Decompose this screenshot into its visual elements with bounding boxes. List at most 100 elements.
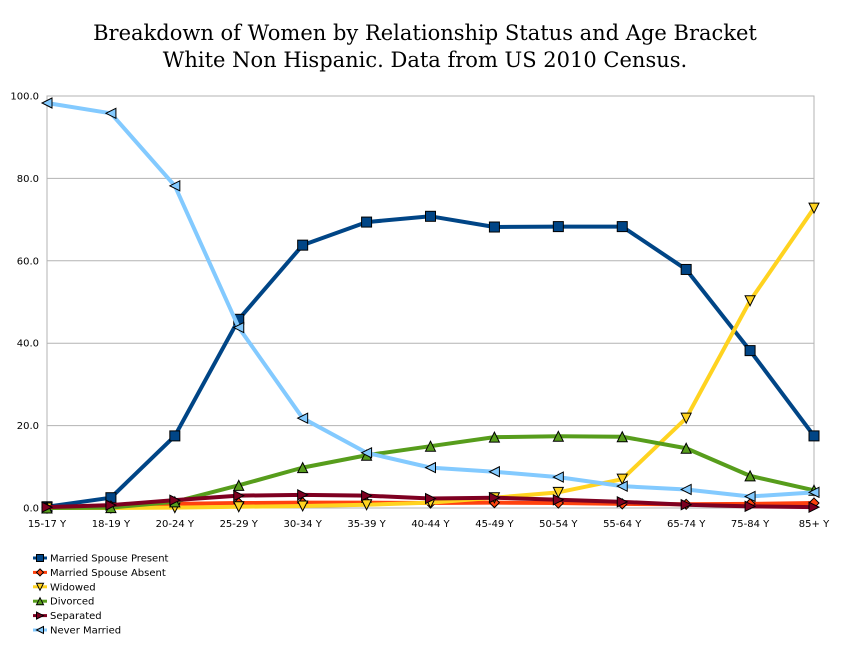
legend-entry: Married Spouse Present (33, 554, 169, 565)
data-point (743, 490, 756, 503)
series-separated (41, 489, 821, 513)
series-line (45, 206, 816, 510)
data-point (744, 295, 756, 307)
data-point (360, 446, 373, 459)
y-tick-label: 100.0 (10, 92, 39, 103)
x-tick-label: 15-17 Y (28, 519, 67, 530)
data-point (35, 596, 45, 606)
data-point (616, 473, 629, 486)
data-point (425, 210, 436, 222)
series-married-spouse-present (41, 210, 820, 513)
x-tick-label: 20-24 Y (156, 519, 195, 530)
x-tick-label: 40-44 Y (411, 519, 450, 530)
data-point (361, 216, 373, 228)
series-never-married (40, 97, 820, 503)
data-point (616, 430, 629, 443)
data-point (616, 221, 628, 233)
data-point (297, 489, 309, 501)
y-tick-label: 80.0 (17, 174, 39, 185)
y-tick-label: 20.0 (17, 421, 39, 432)
y-tick-label: 40.0 (17, 339, 39, 350)
data-point (744, 500, 757, 513)
legend-entry: Never Married (33, 626, 121, 637)
data-point (35, 582, 45, 592)
x-tick-label: 50-54 Y (539, 519, 578, 530)
x-tick-label: 75-84 Y (731, 519, 770, 530)
x-tick-label: 65-74 Y (667, 519, 706, 530)
data-point (424, 461, 436, 474)
data-point (36, 611, 45, 620)
data-point (807, 486, 820, 499)
data-point (680, 442, 692, 454)
legend-entry: Widowed (33, 582, 96, 593)
data-point (40, 97, 53, 109)
data-point (680, 412, 692, 425)
data-point (616, 496, 629, 508)
x-tick-label: 25-29 Y (220, 519, 259, 530)
data-point (616, 480, 628, 492)
data-point (41, 501, 54, 513)
data-point (744, 469, 756, 482)
legend-label: Widowed (50, 582, 96, 593)
data-point (297, 239, 309, 251)
data-point (680, 263, 692, 275)
data-point (552, 430, 565, 442)
data-point (35, 568, 45, 577)
data-point (233, 489, 245, 502)
data-point (35, 625, 44, 635)
data-point (488, 491, 501, 504)
data-point (552, 221, 564, 233)
x-tick-label: 30-34 Y (283, 519, 322, 530)
data-point (105, 499, 118, 511)
data-point (169, 430, 181, 442)
data-point (808, 202, 820, 215)
legend-label: Divorced (50, 597, 94, 608)
x-tick-label: 35-39 Y (347, 519, 386, 530)
data-point (680, 498, 693, 511)
data-point (232, 479, 245, 491)
legend-label: Married Spouse Absent (50, 568, 166, 579)
data-point (552, 493, 565, 506)
legend-entry: Divorced (33, 596, 94, 608)
plot-area: 0.0 20.0 40.0 60.0 80.0 100.0 15-17 Y 18-19 Y 20… (10, 92, 830, 531)
chart-title: Breakdown of Women by Relationship Statu… (93, 21, 757, 45)
legend: Married Spouse Present Married Spouse Abs… (33, 554, 169, 637)
data-point (168, 180, 181, 192)
y-tick-label: 60.0 (17, 256, 39, 267)
series-line (45, 101, 816, 499)
data-point (296, 412, 309, 424)
data-point (169, 494, 181, 506)
data-point (296, 461, 309, 474)
data-point (232, 321, 245, 334)
data-point (680, 483, 692, 496)
data-point (552, 471, 564, 483)
data-point (488, 465, 500, 478)
data-point (232, 501, 245, 513)
legend-entry: Separated (33, 611, 102, 622)
data-point (104, 107, 117, 120)
data-point (424, 440, 437, 452)
legend-label: Never Married (50, 626, 121, 637)
data-point (361, 489, 373, 502)
data-point (296, 500, 309, 513)
data-point (808, 501, 821, 513)
data-point (425, 492, 437, 505)
y-tick-label: 0.0 (23, 504, 39, 515)
data-point (744, 345, 756, 357)
legend-label: Separated (50, 611, 102, 622)
series-line (45, 214, 816, 509)
legend-entry: Married Spouse Absent (33, 568, 166, 579)
data-point (552, 486, 565, 499)
x-tick-label: 18-19 Y (92, 519, 131, 530)
data-point (360, 499, 373, 511)
data-point (488, 221, 500, 233)
legend-label: Married Spouse Present (50, 554, 169, 565)
data-point (36, 554, 44, 562)
data-point (808, 430, 820, 442)
x-tick-label: 85+ Y (799, 519, 830, 530)
chart-subtitle: White Non Hispanic. Data from US 2010 Ce… (163, 48, 687, 72)
x-tick-label: 45-49 Y (475, 519, 514, 530)
data-point (488, 431, 501, 443)
x-tick-label: 55-64 Y (603, 519, 642, 530)
